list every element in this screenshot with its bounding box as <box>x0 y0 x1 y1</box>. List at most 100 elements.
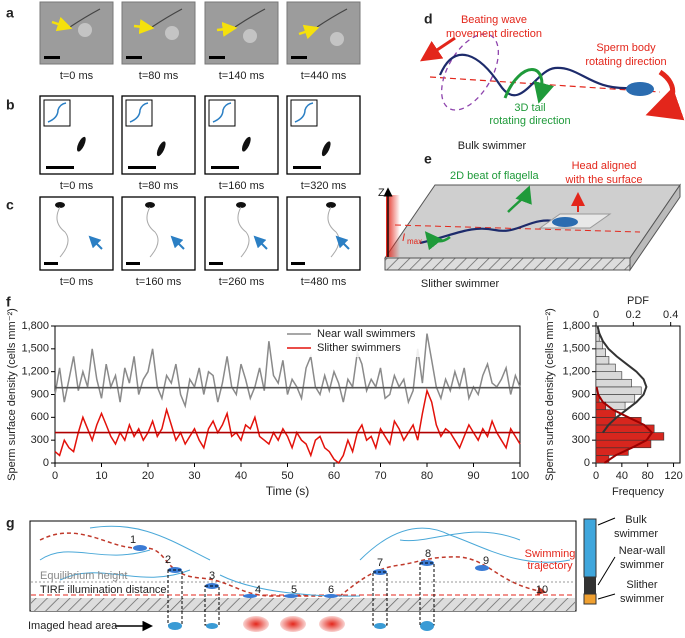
annotation: Bulk swimmer <box>458 140 527 152</box>
sperm-head <box>145 202 155 208</box>
arrow <box>253 235 268 250</box>
scale-bar <box>126 56 142 59</box>
y-tick-label: 1,200 <box>562 366 590 378</box>
y-tick-label: 300 <box>31 434 49 446</box>
sperm-head <box>242 136 251 152</box>
x-tick-label: 0 <box>593 470 599 482</box>
x-tick-label: 20 <box>142 470 154 482</box>
x-tick-label: 50 <box>281 470 293 482</box>
x-tick-label: 40 <box>616 470 628 482</box>
x2-tick-label: 0.2 <box>626 309 641 321</box>
scale-bar <box>44 262 58 265</box>
hist-bar <box>595 378 632 388</box>
micrograph <box>39 1 114 65</box>
x-tick-label: 120 <box>664 470 682 482</box>
sperm-head <box>236 202 246 208</box>
inset-flagellum <box>47 102 67 123</box>
annotation: 3D tail <box>514 102 545 114</box>
time-label: t=160 ms <box>219 180 265 192</box>
panel-e-drawing <box>383 183 681 272</box>
frame <box>204 196 279 271</box>
axis-label: Z <box>378 187 385 199</box>
sperm-head <box>326 202 336 208</box>
legend-label: swimmer <box>620 559 664 571</box>
annotation: trajectory <box>527 560 573 572</box>
step-number: 9 <box>483 555 489 567</box>
micrograph <box>204 1 279 65</box>
x-tick-label: 30 <box>188 470 200 482</box>
scale-bar <box>291 262 305 265</box>
x-tick-label: 70 <box>374 470 386 482</box>
inset-flagellum <box>212 102 232 123</box>
hist-bar <box>595 371 623 380</box>
hist-bar <box>595 348 606 357</box>
annotation: Beating wave <box>461 14 527 26</box>
fit-curve <box>595 386 654 464</box>
flagellum <box>56 206 69 258</box>
step-number: 1 <box>130 534 136 546</box>
step-number: 8 <box>425 548 431 560</box>
annotation: rotating direction <box>585 56 666 68</box>
panel-label: d <box>424 11 433 27</box>
annotation: max <box>407 237 422 246</box>
flagellum <box>146 206 159 258</box>
y-tick-label: 1,500 <box>21 343 49 355</box>
scale-bar <box>211 166 239 169</box>
panel-label: g <box>6 515 15 531</box>
x2-axis-label: PDF <box>627 295 649 307</box>
annotation: Swimming <box>525 548 576 560</box>
legend-label: Slither swimmers <box>317 342 401 354</box>
cell-spot <box>330 32 344 46</box>
step-number: 3 <box>209 570 215 582</box>
hist-bar <box>595 409 616 418</box>
arrow <box>88 235 103 250</box>
annotation: TIRF illumination distance <box>40 584 167 596</box>
step-number: 5 <box>291 584 297 596</box>
hist-bar <box>595 356 610 365</box>
y-axis-label: Sperm surface density (cells mm⁻²) <box>544 308 556 481</box>
time-label: t=80 ms <box>139 180 179 192</box>
annotation: I <box>402 232 405 244</box>
panel-label: f <box>6 294 11 310</box>
arrow <box>298 24 320 40</box>
annotation: movement direction <box>446 28 542 40</box>
x-tick-label: 100 <box>511 470 529 482</box>
panel-label: b <box>6 97 15 113</box>
legend-label: swimmer <box>614 528 658 540</box>
x-tick-label: 80 <box>421 470 433 482</box>
scale-bar <box>293 166 321 169</box>
scale-bar <box>291 56 307 59</box>
step-number: 7 <box>377 557 383 569</box>
series-line <box>54 333 521 409</box>
sperm-head <box>156 141 166 157</box>
annotation: Imaged head area <box>28 620 118 632</box>
sperm-head <box>55 202 65 208</box>
annotation: rotating direction <box>489 115 570 127</box>
inset-flagellum <box>294 102 314 123</box>
hist-bar <box>595 363 616 372</box>
y-tick-label: 900 <box>31 388 49 400</box>
y-tick-label: 1,800 <box>562 320 590 332</box>
panel-label: e <box>424 151 432 167</box>
hist-bar <box>595 432 665 441</box>
x2-tick-label: 0.4 <box>663 309 678 321</box>
panel-d-drawing <box>420 33 685 121</box>
annotation: Equilibrium height <box>40 570 127 582</box>
step-number: 4 <box>255 584 261 596</box>
sperm-head <box>77 136 86 152</box>
frame <box>121 196 196 271</box>
y-tick-label: 1,200 <box>21 366 49 378</box>
x2-tick-label: 0 <box>593 309 599 321</box>
y-tick-label: 1,500 <box>562 343 590 355</box>
time-label: t=440 ms <box>301 70 347 82</box>
y-axis-label: Sperm surface density (cells mm⁻²) <box>6 308 18 481</box>
y-tick-label: 300 <box>572 434 590 446</box>
hist-bar <box>595 333 600 342</box>
y-tick-label: 600 <box>31 411 49 423</box>
time-label: t=260 ms <box>219 276 265 288</box>
hist-bar <box>595 386 642 395</box>
hist-bar <box>595 340 603 350</box>
sperm <box>234 8 266 28</box>
step-number: 10 <box>536 584 548 596</box>
